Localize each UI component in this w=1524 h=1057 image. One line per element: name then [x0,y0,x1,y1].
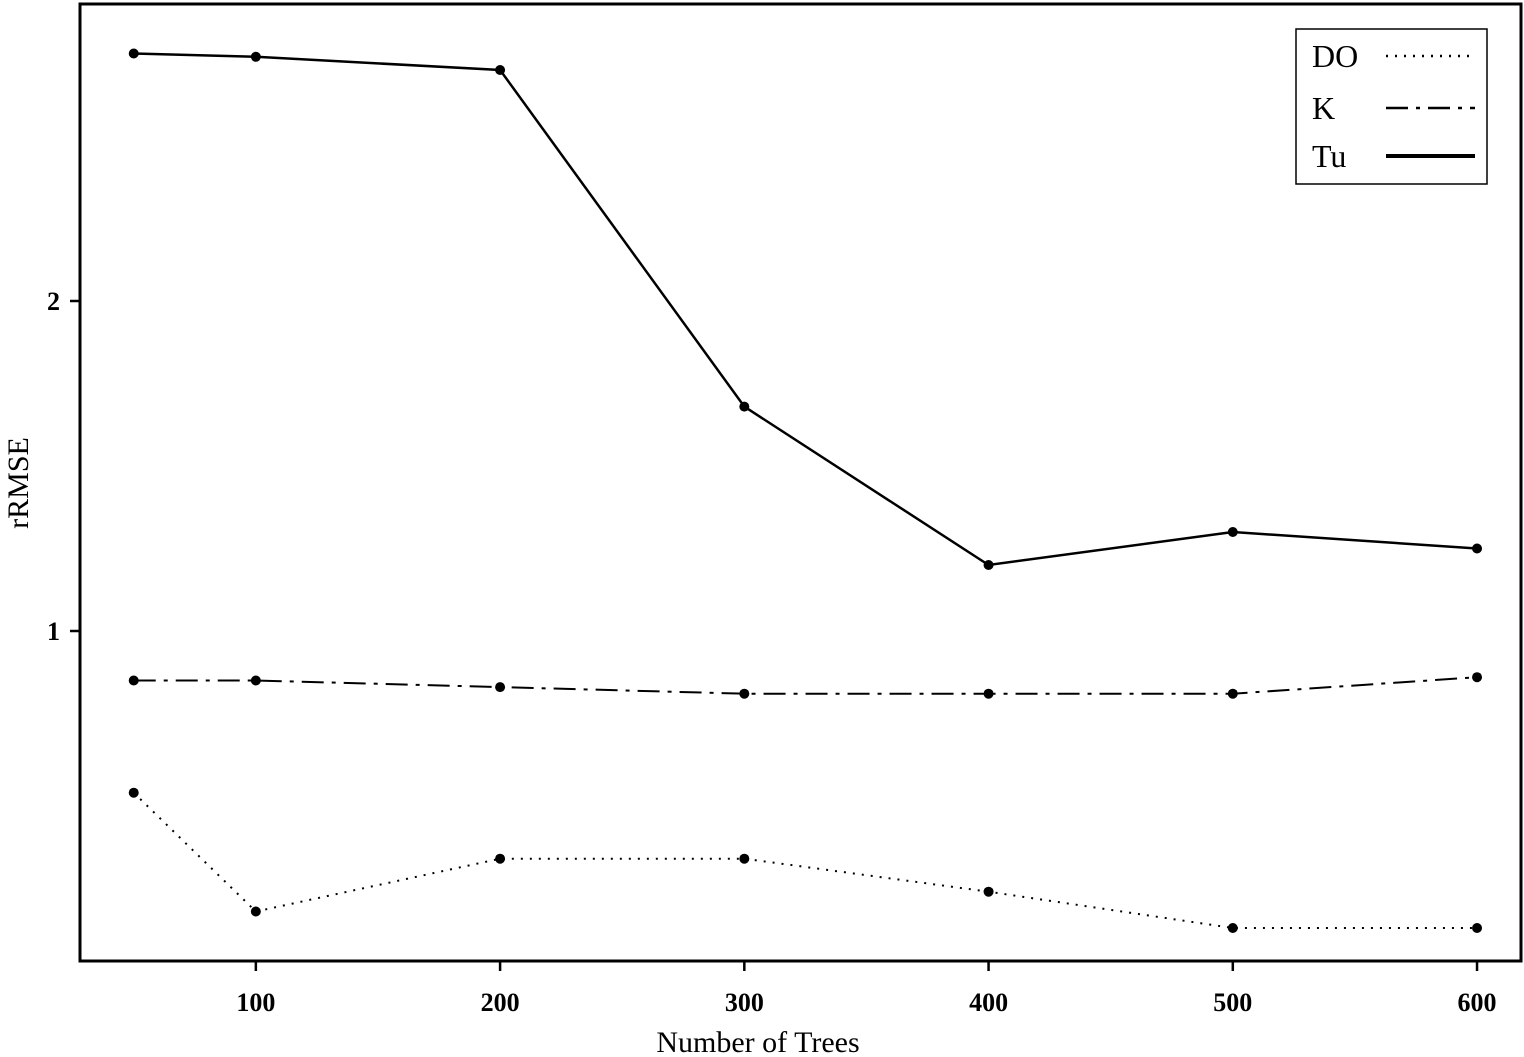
series-layer [128,48,1483,933]
data-point-k [1227,688,1238,699]
data-point-k [495,682,506,693]
data-point-k [128,675,139,686]
data-point-do [739,853,750,864]
legend-box [1295,28,1488,185]
data-point-do [250,906,261,917]
data-point-tu [983,560,994,570]
x-tick-label: 300 [725,988,764,1017]
data-point-tu [739,401,750,412]
x-tick-label: 500 [1213,988,1252,1017]
y-tick-label: 1 [47,617,60,646]
y-tick-label: 2 [47,287,60,316]
legend-label-tu: Tu [1312,138,1346,174]
data-point-do [983,886,994,897]
data-point-do [495,853,506,864]
data-point-k [739,688,750,699]
x-tick-label: 600 [1458,988,1497,1017]
data-point-tu [1472,543,1483,554]
plot-frame [78,2,1523,963]
data-point-do [128,787,139,798]
data-point-tu [128,48,139,59]
x-axis-title: Number of Trees [656,1026,859,1057]
series-line-k [133,676,1478,695]
x-tick-label: 100 [236,988,275,1017]
data-point-tu [1227,527,1238,537]
legend-label-k: K [1312,90,1335,126]
x-tick-label: 400 [969,988,1008,1017]
data-point-tu [495,65,506,75]
data-point-do [1472,923,1483,933]
data-point-k [1472,672,1483,683]
data-point-do [1227,923,1238,933]
legend: DO K Tu [1295,28,1488,185]
series-line-tu [133,52,1478,567]
series-line-do [133,791,1478,929]
data-point-k [983,688,994,699]
x-axis-ticks: 100 200 300 400 500 600 [236,961,1497,1017]
y-axis-title: rRMSE [2,437,35,529]
y-axis-ticks: 12 [47,287,80,646]
legend-label-do: DO [1312,38,1358,74]
data-point-k [250,675,261,686]
data-point-tu [250,51,261,62]
x-tick-label: 200 [481,988,520,1017]
